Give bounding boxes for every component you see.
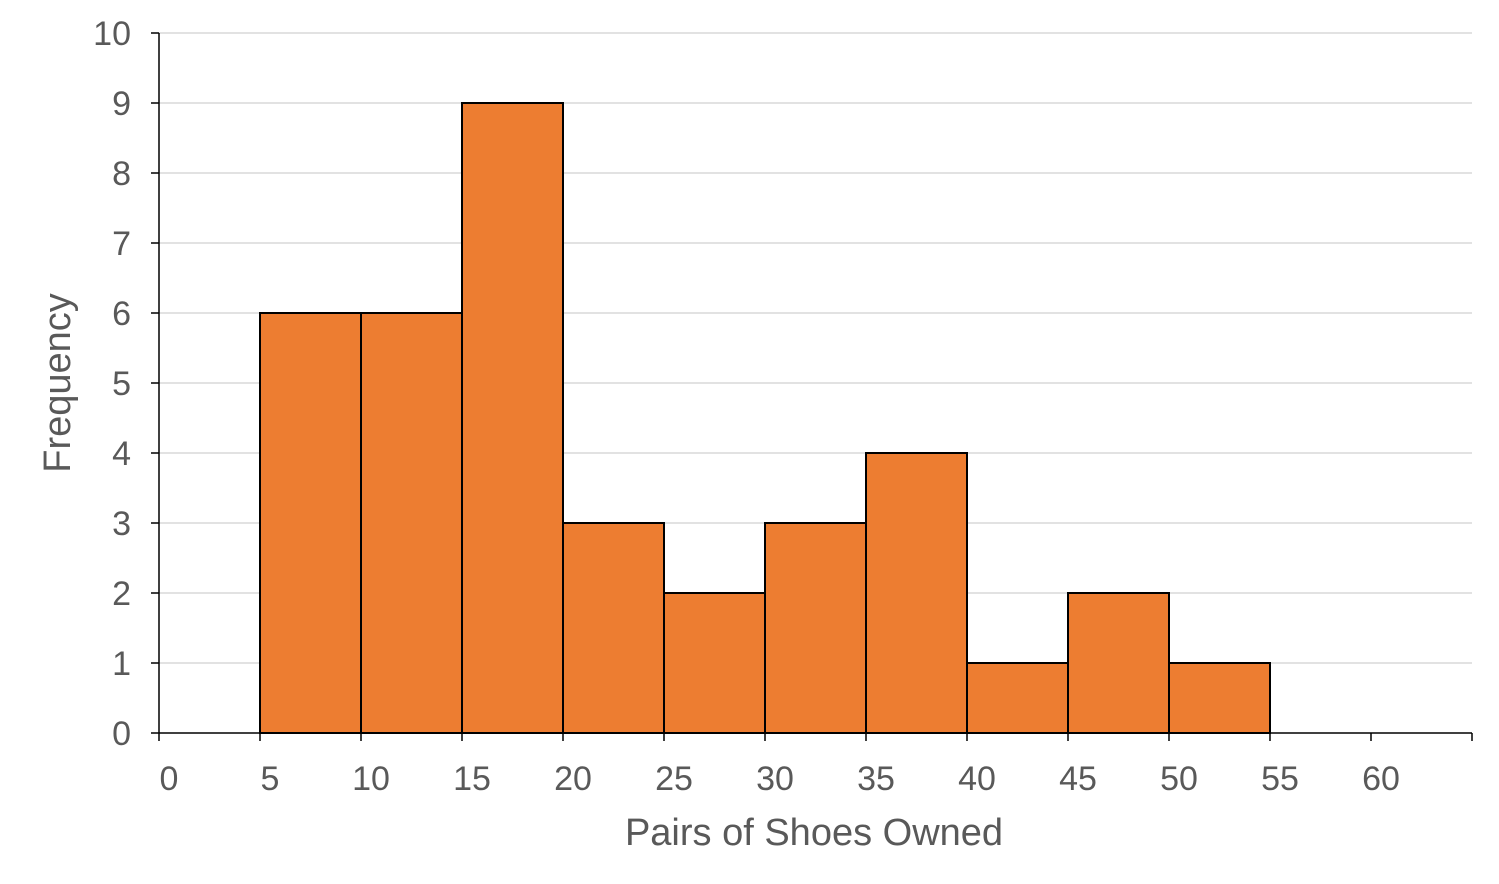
histogram-bar [865,452,968,734]
y-tick-labels: 0 1 2 3 4 5 6 7 8 9 10 [93,15,131,753]
axes [151,32,1473,741]
x-tick-label: 5 [261,760,280,798]
histogram-bar [1168,662,1271,734]
y-tick-label: 1 [112,645,131,683]
histogram-bar [966,662,1069,734]
x-tick-labels: 0 5 10 15 20 25 30 35 40 45 50 55 60 [160,760,1400,798]
x-tick-label: 35 [857,760,895,798]
x-tick-label: 0 [160,760,179,798]
histogram-bar [461,102,564,734]
x-tick-label: 20 [554,760,592,798]
y-axis-title: Frequency [37,293,79,473]
histogram-bar [663,592,766,734]
histogram-bar [360,312,463,734]
x-tick-label: 50 [1160,760,1198,798]
x-tick-label: 60 [1362,760,1400,798]
x-tick-label: 15 [453,760,491,798]
y-tick-label: 10 [93,15,131,53]
bars [259,102,1271,734]
x-tick-label: 30 [756,760,794,798]
histogram-bar [764,522,867,734]
x-tick-label: 55 [1261,760,1299,798]
histogram-bar [562,522,665,734]
y-tick-label: 4 [112,435,131,473]
y-tick-label: 7 [112,225,131,263]
x-axis-title: Pairs of Shoes Owned [625,812,1003,854]
y-tick-label: 6 [112,295,131,333]
x-tick-label: 40 [958,760,996,798]
x-tick-label: 25 [655,760,693,798]
histogram-bar [259,312,362,734]
histogram-bar [1067,592,1170,734]
x-tick-label: 45 [1059,760,1097,798]
y-tick-label: 5 [112,365,131,403]
y-tick-label: 9 [112,85,131,123]
y-tick-label: 3 [112,505,131,543]
x-tick-label: 10 [352,760,390,798]
y-tick-label: 2 [112,575,131,613]
y-tick-label: 8 [112,155,131,193]
y-tick-label: 0 [112,715,131,753]
